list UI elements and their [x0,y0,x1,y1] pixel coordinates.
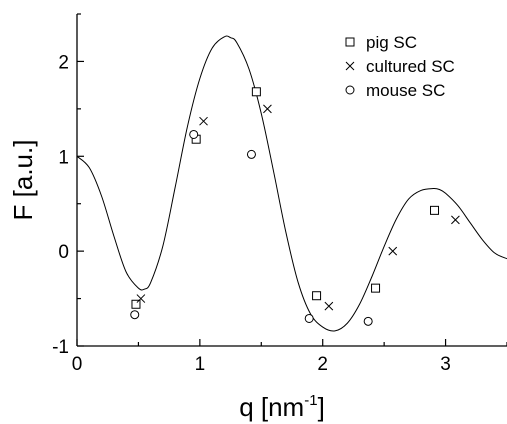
legend-label-pig-sc: pig SC [366,33,417,52]
mouse-sc-data-point [363,316,373,326]
x-axis-title: q [nm-1] [239,392,325,422]
cultured-sc-data-point [199,116,208,126]
pig-sc-data-point [251,87,261,97]
pig-sc-data-point [312,291,322,301]
mouse-sc-data-point [130,310,140,320]
legend-label-mouse-sc: mouse SC [366,81,445,100]
y-tick-label: 1 [58,147,69,168]
y-tick-label: 2 [58,52,69,73]
mouse-sc-data-point [189,129,199,139]
x-tick-label: 1 [195,354,206,375]
y-axis-title: F [a.u.] [8,140,38,221]
x-tick-label: 0 [72,354,83,375]
cultured-sc-data-point [136,294,146,303]
cultured-sc-data-point [324,301,334,311]
cultured-sc-data-point [388,246,398,256]
legend-label-cultured-sc: cultured SC [366,57,455,76]
legend-marker-pig-sc [345,37,355,47]
x-axis-title-superscript: -1 [304,392,317,409]
x-axis-title-end: ] [318,392,325,422]
y-ticks: -1 0 1 2 [52,13,84,358]
pig-sc-data-point [430,205,440,215]
x-tick-label: 2 [317,354,328,375]
x-ticks: 0 1 2 3 [72,339,507,375]
pig-sc-data-point [371,283,381,293]
x-axis-title-main: q [nm [239,392,304,422]
legend-marker-mouse-sc [345,85,355,95]
y-tick-label: 0 [58,242,69,263]
cultured-sc-data-point [451,215,460,225]
plot-area [76,35,507,332]
mouse-sc-data-point [246,149,256,159]
cultured-sc-data-point [263,104,272,114]
model-curve-line [76,35,507,332]
legend: pig SC cultured SC mouse SC [345,33,455,100]
x-tick-label: 3 [440,354,451,375]
pig-sc-data-point [131,299,141,309]
legend-marker-cultured-sc [345,61,355,71]
mouse-sc-data-point [304,313,314,323]
data-markers [130,87,460,326]
y-tick-label: -1 [52,337,69,358]
